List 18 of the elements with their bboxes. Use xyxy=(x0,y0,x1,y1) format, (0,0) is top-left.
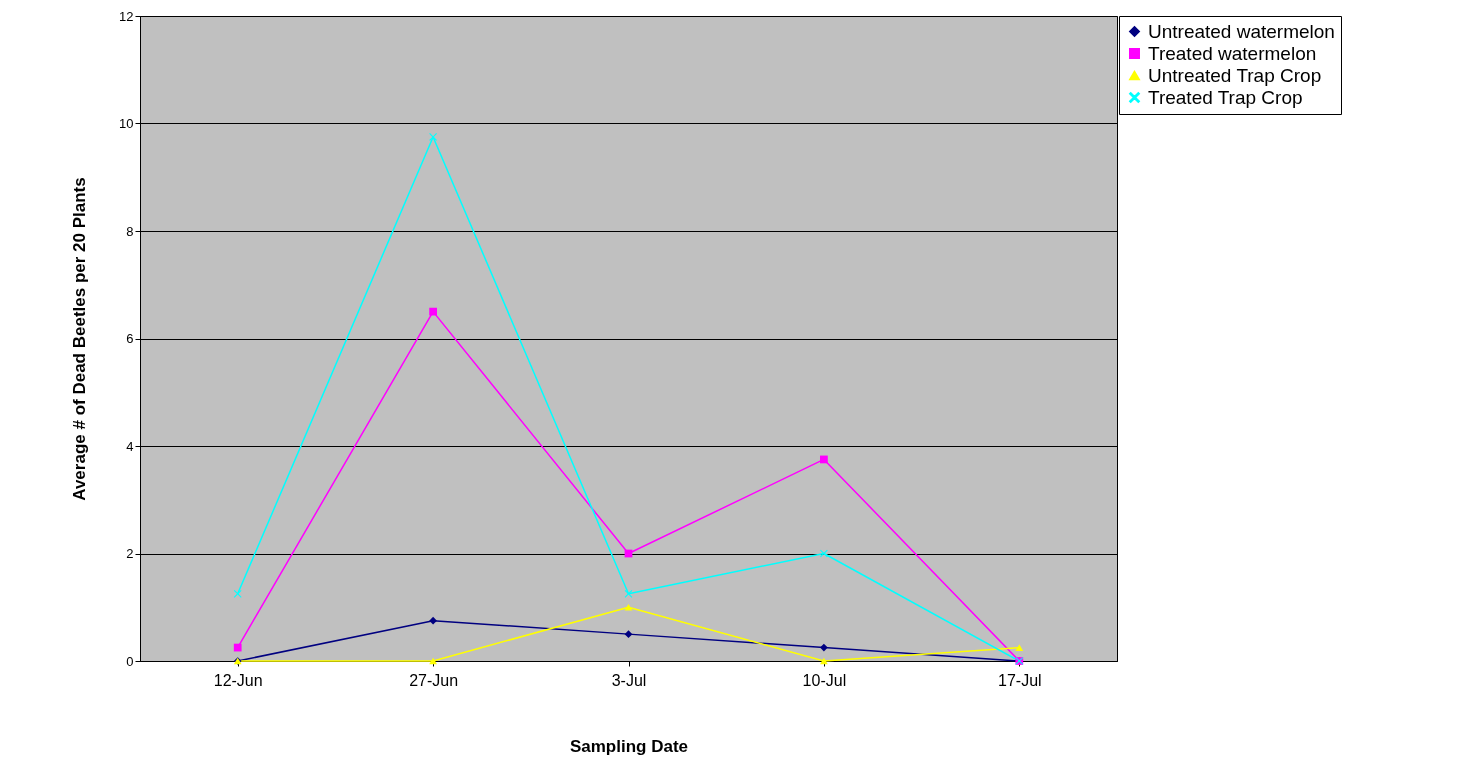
y-tick-label: 4 xyxy=(126,438,134,454)
x-tick-label: 27-Jun xyxy=(409,671,459,689)
x-tick-label: 3-Jul xyxy=(611,671,647,689)
x-tick-label: 17-Jul xyxy=(998,671,1042,689)
y-tick-label: 10 xyxy=(119,116,134,131)
x-tick-label: 10-Jul xyxy=(802,671,847,689)
y-axis-title: Average # of Dead Beetles per 20 Plants xyxy=(70,177,90,501)
y-tick-label: 2 xyxy=(126,546,134,561)
legend-label: Untreated Trap Crop xyxy=(1148,64,1322,86)
legend-label: Untreated watermelon xyxy=(1148,20,1335,42)
x-axis-title: Sampling Date xyxy=(569,736,689,756)
y-tick-label: 0 xyxy=(126,653,134,669)
legend-label: Treated Trap Crop xyxy=(1148,86,1303,108)
x-tick-label: 12-Jun xyxy=(213,671,263,689)
y-tick-label: 12 xyxy=(119,8,134,24)
y-tick-label: 6 xyxy=(126,331,134,346)
y-tick-label: 8 xyxy=(126,223,134,239)
legend-label: Treated watermelon xyxy=(1148,42,1317,64)
